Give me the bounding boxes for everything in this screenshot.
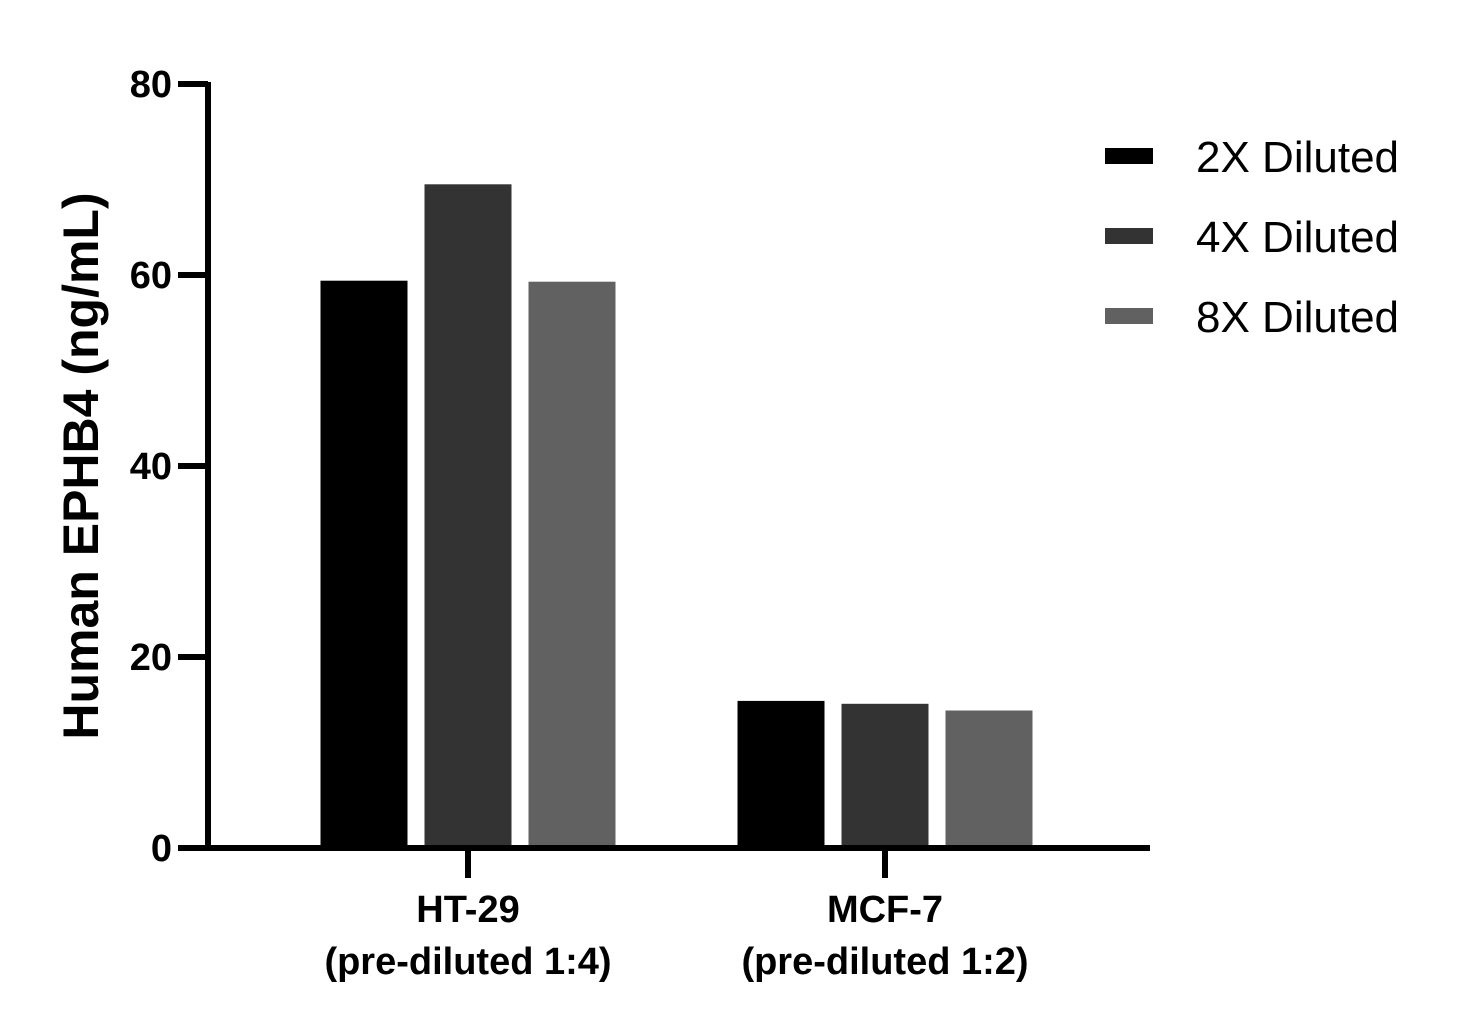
y-tick-label-0: 0 [151, 828, 172, 870]
y-tick-label-40: 40 [130, 446, 172, 488]
y-tick-label-80: 80 [130, 64, 172, 106]
legend-label-1: 4X Diluted [1196, 213, 1399, 262]
bars-layer [320, 184, 1033, 849]
bar-2x-diluted-0 [320, 280, 408, 848]
y-axis-title: Human EPHB4 (ng/mL) [53, 192, 109, 739]
legend-label-0: 2X Diluted [1196, 133, 1399, 182]
bar-2x-diluted-1 [737, 700, 825, 848]
bar-8x-diluted-0 [528, 281, 616, 848]
x-category-label-1-0: MCF-7 [827, 889, 943, 931]
legend-swatch-2 [1105, 308, 1153, 324]
x-category-label-0-1: (pre-diluted 1:4) [324, 941, 611, 983]
bar-4x-diluted-0 [424, 184, 512, 849]
axes-layer [178, 81, 1150, 878]
legend-label-2: 8X Diluted [1196, 293, 1399, 342]
y-tick-label-20: 20 [130, 637, 172, 679]
legend: 2X Diluted 4X Diluted 8X Diluted [1105, 133, 1399, 342]
legend-swatch-0 [1105, 148, 1153, 164]
labels-layer: 0 20 40 60 80 HT-29 (pre-diluted 1:4) MCF-7 (pre… [130, 64, 1029, 983]
y-tick-label-60: 60 [130, 255, 172, 297]
bar-8x-diluted-1 [945, 710, 1033, 848]
x-category-label-1-1: (pre-diluted 1:2) [741, 941, 1028, 983]
bar-4x-diluted-1 [841, 703, 929, 848]
legend-swatch-1 [1105, 228, 1153, 244]
x-category-label-0-0: HT-29 [416, 889, 519, 931]
